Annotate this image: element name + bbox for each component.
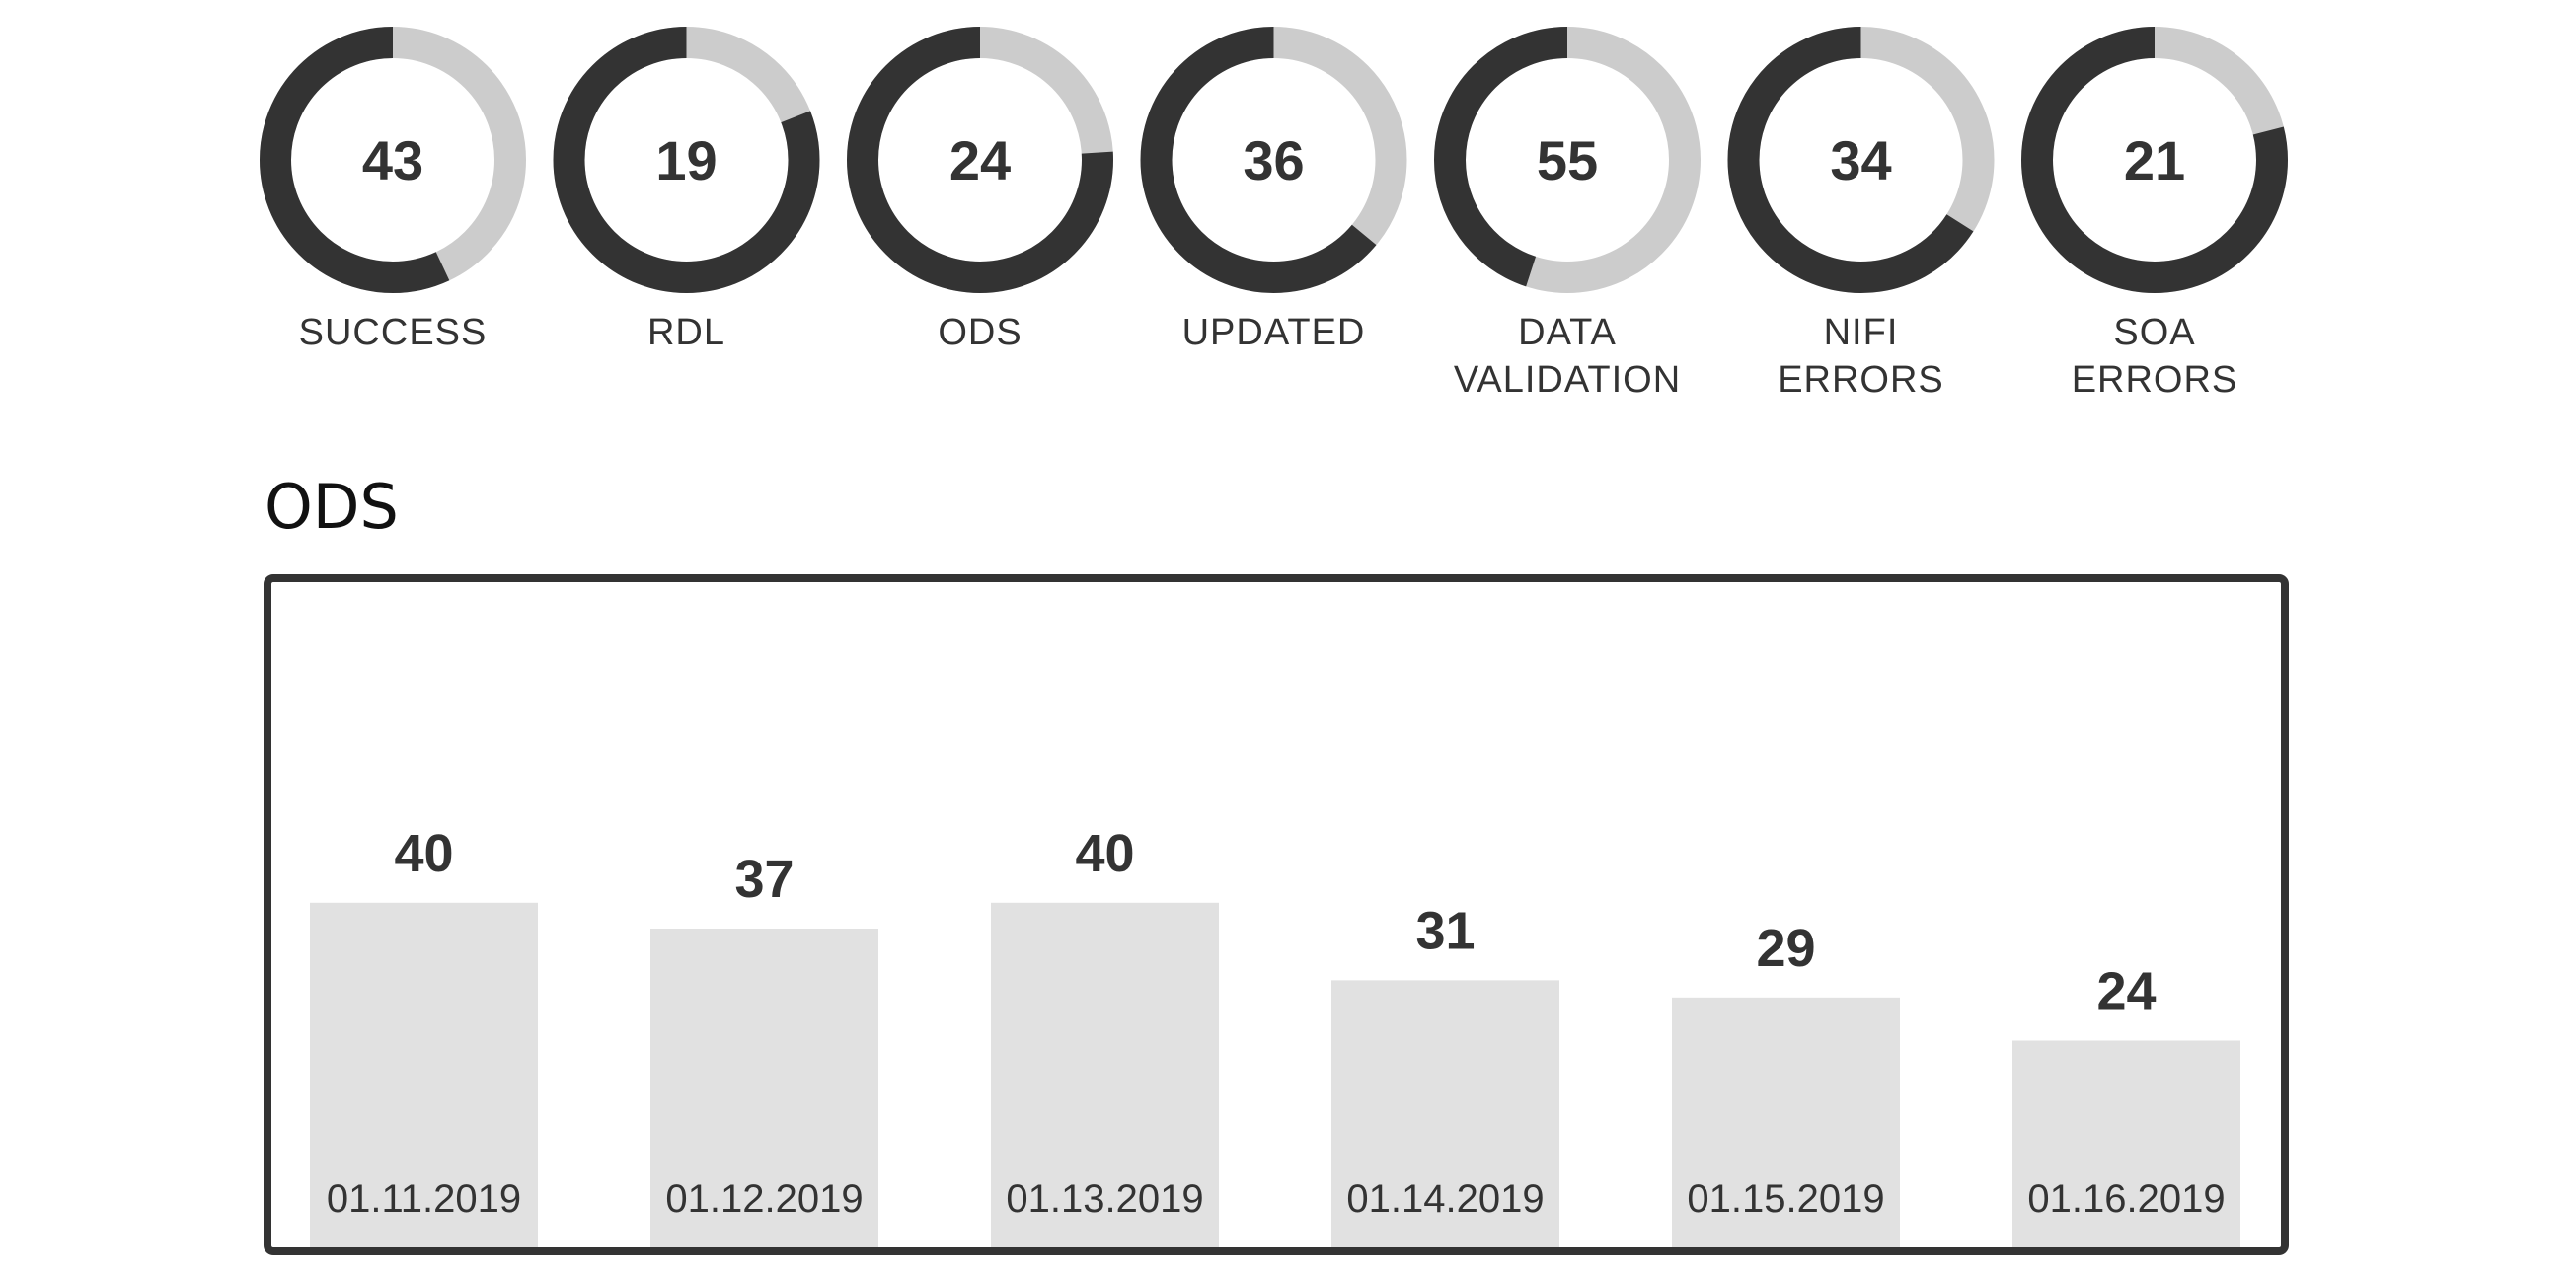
bar-category-label: 01.13.2019 <box>1006 1177 1203 1221</box>
donut-6: 21 SOA ERRORS <box>2021 27 2288 401</box>
donut-label: DATA <box>1518 312 1617 353</box>
chart-frame <box>264 574 2289 1255</box>
donut-arc <box>1727 27 1995 293</box>
donut-row: 43 SUCCESS 19 RDL 24 ODS 36 UPDATED 55 DATA VALIDA… <box>260 27 2288 401</box>
section-title: ODS <box>265 471 399 543</box>
bar <box>310 902 538 1247</box>
bar <box>1331 980 1559 1247</box>
ods-bar-chart: 40 01.11.2019 37 01.12.2019 40 01.13.2019 31 01… <box>264 574 2289 1255</box>
donut-value: 34 <box>1830 129 1891 191</box>
donut-label: SOA <box>2113 312 2195 353</box>
donut-value: 55 <box>1537 129 1598 191</box>
bar-category-label: 01.12.2019 <box>665 1177 863 1221</box>
donut-label: VALIDATION <box>1454 359 1681 401</box>
bar <box>1672 997 1900 1247</box>
bar <box>650 928 878 1247</box>
donut-0: 43 SUCCESS <box>260 27 526 353</box>
donut-arc <box>2021 27 2288 293</box>
donut-value: 19 <box>655 129 717 191</box>
bar <box>991 902 1219 1247</box>
bar-1: 37 01.12.2019 <box>650 850 878 1247</box>
bar-value-label: 40 <box>394 824 453 883</box>
donut-2: 24 ODS <box>847 27 1113 353</box>
bar-category-label: 01.15.2019 <box>1687 1177 1884 1221</box>
bar-value-label: 24 <box>2096 961 2156 1020</box>
bar-value-label: 29 <box>1756 919 1815 978</box>
donut-label: RDL <box>647 312 725 353</box>
bar-4: 29 01.15.2019 <box>1672 919 1900 1247</box>
bar-value-label: 37 <box>734 850 794 909</box>
donut-arc <box>1140 27 1407 293</box>
bar-value-label: 31 <box>1415 901 1475 960</box>
bar-category-label: 01.11.2019 <box>327 1177 521 1221</box>
donut-label: ODS <box>938 312 1022 353</box>
donut-1: 19 RDL <box>553 27 820 353</box>
bar-0: 40 01.11.2019 <box>310 824 538 1247</box>
donut-arc <box>1434 27 1701 293</box>
donut-label: UPDATED <box>1182 312 1366 353</box>
bar <box>2012 1040 2240 1247</box>
donut-arc <box>553 27 820 293</box>
donut-value: 36 <box>1243 129 1304 191</box>
bar-5: 24 01.16.2019 <box>2012 961 2240 1247</box>
donut-value: 21 <box>2124 129 2185 191</box>
donut-label: ERRORS <box>1778 359 1944 401</box>
bar-category-label: 01.16.2019 <box>2027 1177 2225 1221</box>
donut-arc <box>847 27 1113 293</box>
bars-group: 40 01.11.2019 37 01.12.2019 40 01.13.2019 31 01… <box>310 824 2240 1247</box>
bar-category-label: 01.14.2019 <box>1346 1177 1544 1221</box>
donut-3: 36 UPDATED <box>1140 27 1407 353</box>
bar-value-label: 40 <box>1075 824 1134 883</box>
donut-arc <box>260 27 526 293</box>
donut-4: 55 DATA VALIDATION <box>1434 27 1701 401</box>
donut-value: 24 <box>949 129 1011 191</box>
bar-3: 31 01.14.2019 <box>1331 901 1559 1247</box>
bar-2: 40 01.13.2019 <box>991 824 1219 1247</box>
donut-label: NIFI <box>1824 312 1899 353</box>
donut-label: ERRORS <box>2072 359 2238 401</box>
donut-value: 43 <box>362 129 423 191</box>
donut-5: 34 NIFI ERRORS <box>1727 27 1995 401</box>
donut-label: SUCCESS <box>299 312 488 353</box>
